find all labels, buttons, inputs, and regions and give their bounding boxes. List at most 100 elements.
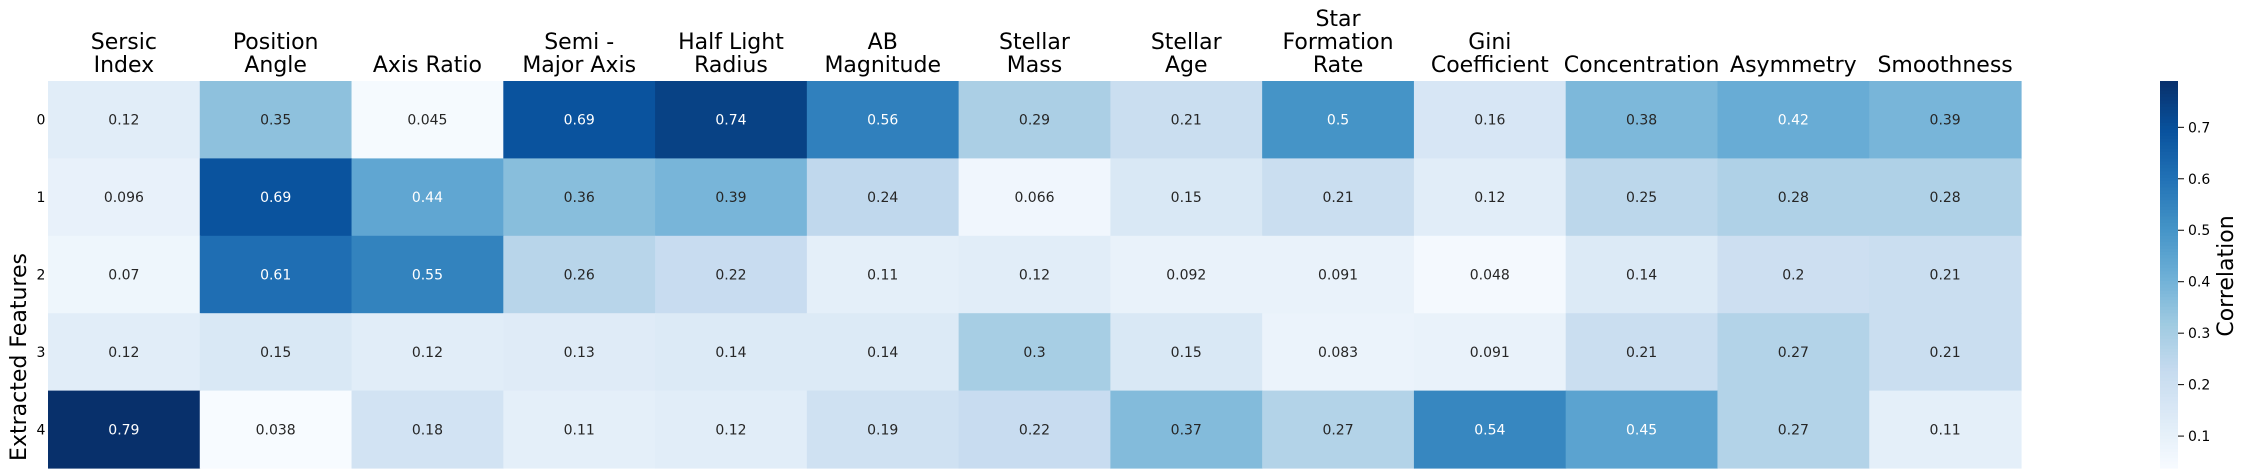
colorbar-tick-label: 0.4 bbox=[2188, 275, 2210, 291]
colorbar-segment bbox=[2160, 361, 2178, 366]
colorbar-segment bbox=[2160, 422, 2178, 427]
heatmap-cell bbox=[1565, 235, 1719, 314]
cell-value-label: 0.26 bbox=[564, 268, 595, 284]
colorbar-segment bbox=[2160, 171, 2178, 176]
cell-value-label: 0.19 bbox=[867, 422, 898, 438]
cell-value-label: 0.28 bbox=[1778, 190, 1809, 206]
colorbar-segment bbox=[2160, 155, 2178, 159]
colorbar-segment bbox=[2160, 429, 2178, 434]
colorbar-segment bbox=[2160, 335, 2178, 340]
heatmap-cell bbox=[1262, 313, 1415, 392]
colorbar-segment bbox=[2160, 184, 2178, 188]
heatmap-cell bbox=[48, 390, 201, 469]
heatmap-cell bbox=[958, 158, 1111, 237]
cell-value-label: 0.27 bbox=[1322, 422, 1353, 438]
cell-value-label: 0.2 bbox=[1782, 268, 1804, 284]
heatmap-cell bbox=[48, 158, 201, 237]
colorbar-segment bbox=[2160, 177, 2178, 182]
colorbar-segment bbox=[2160, 93, 2178, 98]
colorbar-segment bbox=[2160, 445, 2178, 450]
cell-value-label: 0.12 bbox=[715, 422, 746, 438]
colorbar-segment bbox=[2160, 164, 2178, 169]
heatmap-cell bbox=[1110, 235, 1263, 314]
cell-value-label: 0.096 bbox=[104, 190, 144, 206]
colorbar-segment bbox=[2160, 451, 2178, 456]
colorbar-segment bbox=[2160, 232, 2178, 237]
cell-value-label: 0.55 bbox=[412, 268, 443, 284]
cell-value-label: 0.11 bbox=[1930, 422, 1961, 438]
colorbar-segment bbox=[2160, 390, 2178, 395]
cell-value-label: 0.18 bbox=[412, 422, 443, 438]
row-label: 3 bbox=[37, 345, 46, 361]
cell-value-label: 0.21 bbox=[1322, 190, 1353, 206]
colorbar-segment bbox=[2160, 180, 2178, 185]
cell-value-label: 0.13 bbox=[564, 345, 595, 361]
colorbar-segment bbox=[2160, 413, 2178, 417]
cell-value-label: 0.12 bbox=[412, 345, 443, 361]
colorbar-segment bbox=[2160, 261, 2178, 266]
colorbar-segment bbox=[2160, 316, 2178, 321]
colorbar-segment bbox=[2160, 342, 2178, 346]
cell-value-label: 0.16 bbox=[1474, 113, 1505, 129]
colorbar-segment bbox=[2160, 329, 2178, 334]
colorbar-segment bbox=[2160, 190, 2178, 195]
heatmap-cell bbox=[1869, 81, 2022, 159]
cell-value-label: 0.37 bbox=[1171, 422, 1202, 438]
colorbar-segment bbox=[2160, 287, 2178, 292]
heatmap-cell bbox=[351, 81, 504, 159]
cell-value-label: 0.21 bbox=[1930, 268, 1961, 284]
heatmap-cell bbox=[199, 313, 353, 392]
heatmap-cell bbox=[655, 235, 808, 314]
column-label: Smoothness bbox=[1877, 53, 2012, 78]
colorbar-segment bbox=[2160, 242, 2178, 246]
colorbar-segment bbox=[2160, 290, 2178, 295]
cell-value-label: 0.045 bbox=[407, 113, 447, 129]
colorbar-segment bbox=[2160, 313, 2178, 317]
cell-value-label: 0.5 bbox=[1327, 113, 1349, 129]
colorbar-segment bbox=[2160, 326, 2178, 330]
heatmap-cell bbox=[1717, 158, 1870, 237]
heatmap-cell bbox=[1110, 313, 1263, 392]
column-labels: Sersic Index Position Angle Axis Ratio Semi -… bbox=[91, 7, 2013, 78]
column-label: Stellar Mass bbox=[999, 30, 1071, 78]
colorbar-segment bbox=[2160, 416, 2178, 421]
cell-value-label: 0.42 bbox=[1778, 113, 1809, 129]
column-label: AB Magnitude bbox=[824, 30, 941, 78]
cell-value-label: 0.44 bbox=[412, 190, 443, 206]
heatmap-cell bbox=[503, 235, 656, 314]
heatmap-cell bbox=[1262, 81, 1415, 159]
column-label: Sersic Index bbox=[91, 30, 157, 78]
heatmap-cell bbox=[655, 313, 808, 392]
heatmap-cell bbox=[1413, 390, 1567, 469]
colorbar-segment bbox=[2160, 322, 2178, 327]
row-label: 1 bbox=[37, 190, 46, 206]
colorbar-segment bbox=[2160, 397, 2178, 401]
heatmap-cell bbox=[958, 390, 1111, 469]
heatmap-cell bbox=[1869, 390, 2022, 469]
cell-value-label: 0.091 bbox=[1470, 345, 1510, 361]
column-label: Stellar Age bbox=[1151, 30, 1223, 78]
colorbar-segment bbox=[2160, 348, 2178, 353]
colorbar-segment bbox=[2160, 213, 2178, 217]
column-label: Half Light Radius bbox=[678, 30, 784, 78]
heatmap-cell bbox=[1717, 235, 1870, 314]
cell-value-label: 0.24 bbox=[867, 190, 898, 206]
colorbar-segment bbox=[2160, 345, 2178, 350]
heatmap-cell bbox=[351, 390, 504, 469]
heatmap-cell bbox=[1869, 158, 2022, 237]
column-label: Asymmetry bbox=[1730, 53, 1857, 78]
colorbar-segment bbox=[2160, 293, 2178, 298]
colorbar-segment bbox=[2160, 122, 2178, 127]
heatmap-cell bbox=[199, 235, 353, 314]
column-label: Concentration bbox=[1564, 53, 1720, 78]
heatmap-cell bbox=[1110, 158, 1263, 237]
colorbar-segment bbox=[2160, 438, 2178, 443]
column-label: Axis Ratio bbox=[373, 53, 482, 78]
cell-value-label: 0.61 bbox=[260, 268, 291, 284]
heatmap-cell bbox=[655, 390, 808, 469]
heatmap-cell bbox=[806, 235, 960, 314]
colorbar-segment bbox=[2160, 129, 2178, 134]
colorbar-segment bbox=[2160, 374, 2178, 379]
cell-value-label: 0.12 bbox=[1019, 268, 1050, 284]
colorbar-segment bbox=[2160, 355, 2178, 359]
